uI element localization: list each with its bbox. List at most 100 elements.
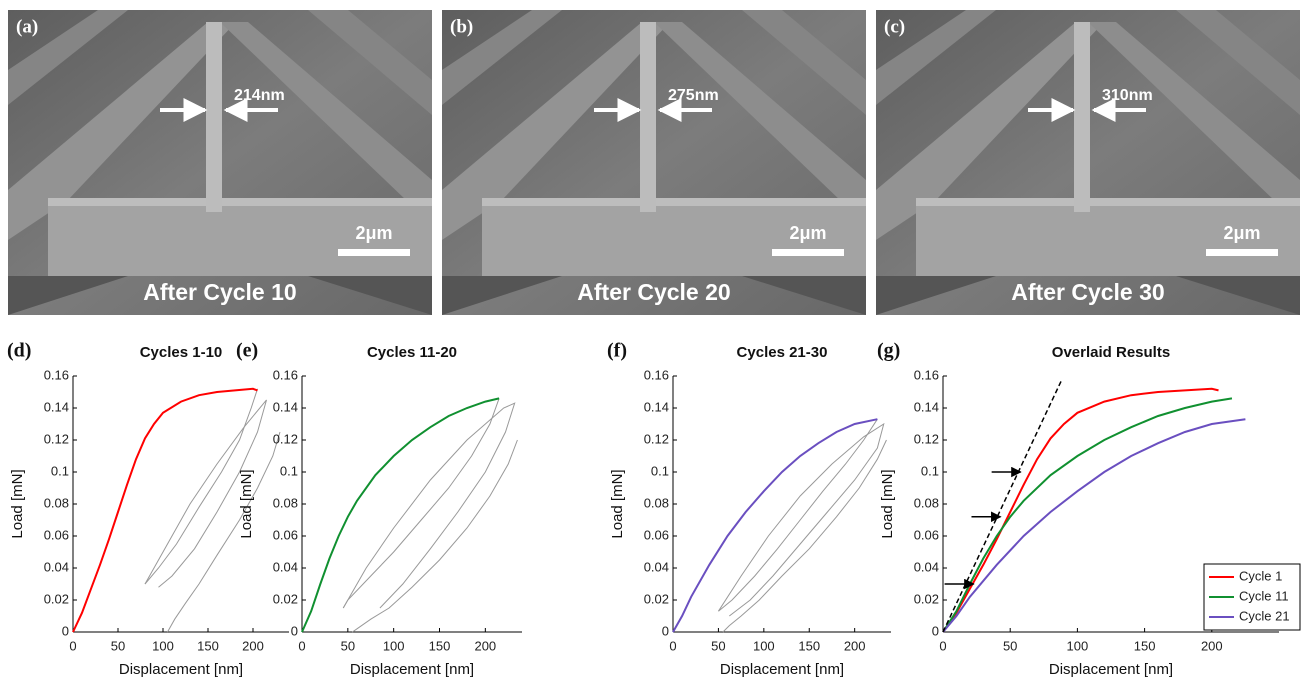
x-axis-label: Displacement [nm]: [720, 661, 844, 678]
y-tick-label: 0.02: [914, 591, 939, 606]
series-line: [301, 397, 500, 633]
shadow: [1176, 276, 1300, 315]
x-tick-label: 0: [939, 638, 946, 653]
x-tick-label: 200: [242, 638, 264, 653]
y-tick-label: 0.12: [273, 431, 298, 446]
shadow: [308, 276, 432, 315]
y-tick-label: 0.02: [273, 591, 298, 606]
series-line: [342, 402, 516, 609]
y-tick-label: 0.16: [44, 367, 69, 382]
x-tick-label: 150: [798, 638, 820, 653]
panel-label: (a): [16, 16, 38, 37]
y-tick-label: 0.12: [644, 431, 669, 446]
series-line: [942, 418, 1246, 633]
chart-title: Cycles 1-10: [140, 344, 223, 361]
y-tick-label: 0: [662, 623, 669, 638]
lattice-strut: [654, 22, 866, 225]
chart-title: Overlaid Results: [1052, 344, 1170, 361]
y-tick-label: 0.1: [651, 463, 669, 478]
y-tick-label: 0.08: [644, 495, 669, 510]
y-tick-label: 0.06: [44, 527, 69, 542]
series-line: [942, 380, 1062, 633]
x-tick-label: 50: [1003, 638, 1017, 653]
caption: After Cycle 10: [143, 279, 296, 305]
lattice-beam: [916, 198, 1300, 276]
lattice-pillar: [640, 22, 656, 212]
panel-label: (d): [7, 340, 31, 362]
y-axis-label: Load [mN]: [9, 469, 26, 538]
y-axis-label: Load [mN]: [238, 469, 255, 538]
y-tick-label: 0.1: [51, 463, 69, 478]
y-tick-label: 0: [932, 623, 939, 638]
width-label: 310nm: [1102, 87, 1153, 104]
scale-bar: [338, 249, 410, 256]
y-tick-label: 0.14: [914, 399, 939, 414]
shadow: [8, 276, 128, 315]
x-tick-label: 200: [1201, 638, 1223, 653]
shadow: [876, 276, 996, 315]
panel-label: (b): [450, 16, 473, 37]
y-tick-label: 0.16: [914, 367, 939, 382]
sem-image: 214nm 2μm After Cycle 10 (a): [8, 10, 432, 315]
x-tick-label: 200: [474, 638, 496, 653]
lattice-strut: [8, 22, 236, 240]
x-axis-label: Displacement [nm]: [1049, 661, 1173, 678]
shadow: [442, 276, 562, 315]
y-tick-label: 0.16: [644, 367, 669, 382]
series-line: [144, 399, 267, 588]
chart-title: Cycles 21-30: [737, 344, 828, 361]
series-line: [167, 431, 281, 633]
series-line: [942, 397, 1233, 633]
series-line: [722, 439, 887, 633]
x-tick-label: 100: [1067, 638, 1089, 653]
lattice-strut: [1176, 10, 1300, 115]
lattice-strut: [742, 10, 866, 115]
panel-label: (e): [236, 340, 258, 362]
x-tick-label: 0: [669, 638, 676, 653]
y-tick-label: 0.12: [44, 431, 69, 446]
scale-bar: [1206, 249, 1278, 256]
y-tick-label: 0.12: [914, 431, 939, 446]
shadow: [742, 276, 866, 315]
width-label: 214nm: [234, 87, 285, 104]
legend-label: Cycle 21: [1239, 608, 1290, 623]
x-tick-label: 0: [298, 638, 305, 653]
series-line: [672, 418, 878, 633]
panel-label: (f): [607, 340, 627, 362]
y-tick-label: 0.08: [273, 495, 298, 510]
x-tick-label: 200: [844, 638, 866, 653]
y-tick-label: 0.16: [273, 367, 298, 382]
series-line: [72, 387, 258, 633]
lattice-beam-shade: [916, 198, 1300, 206]
lattice-beam: [482, 198, 866, 276]
series-line: [342, 398, 500, 609]
y-tick-label: 0: [291, 623, 298, 638]
series-line: [942, 387, 1219, 633]
lattice-strut: [442, 22, 670, 240]
scale-label: 2μm: [789, 223, 826, 243]
y-axis-label: Load [mN]: [879, 469, 896, 538]
sem-image: 275nm 2μm After Cycle 20 (b): [442, 10, 866, 315]
series-line: [717, 422, 885, 617]
x-tick-label: 100: [152, 638, 174, 653]
x-tick-label: 50: [341, 638, 355, 653]
series-line: [352, 439, 518, 633]
caption: After Cycle 30: [1011, 279, 1164, 305]
lattice-strut: [876, 22, 1104, 240]
sem-image: 310nm 2μm After Cycle 30 (c): [876, 10, 1300, 315]
width-label: 275nm: [668, 87, 719, 104]
y-axis-label: Load [mN]: [609, 469, 626, 538]
lattice-strut: [308, 10, 432, 115]
lattice-beam-shade: [482, 198, 866, 206]
lattice-pillar: [206, 22, 222, 212]
lattice-beam-shade: [48, 198, 432, 206]
y-tick-label: 0.06: [644, 527, 669, 542]
series-line: [718, 418, 878, 612]
y-tick-label: 0.06: [914, 527, 939, 542]
caption: After Cycle 20: [577, 279, 730, 305]
x-tick-label: 150: [197, 638, 219, 653]
lattice-strut: [442, 10, 562, 105]
y-tick-label: 0.04: [273, 559, 298, 574]
y-tick-label: 0: [62, 623, 69, 638]
